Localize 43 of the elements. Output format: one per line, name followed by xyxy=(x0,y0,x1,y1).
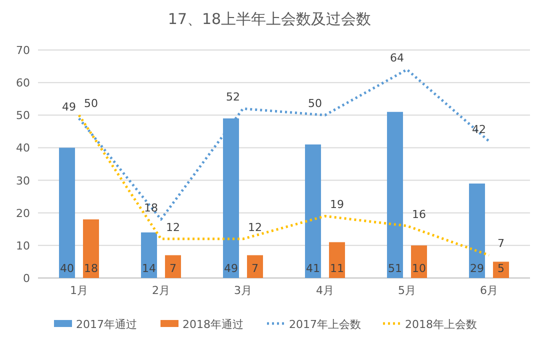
data-label: 40 xyxy=(60,262,74,275)
ytick: 40 xyxy=(16,142,30,155)
data-label: 49 xyxy=(62,100,76,114)
xtick: 1月 xyxy=(70,284,88,297)
data-label: 5 xyxy=(498,262,504,275)
legend-label: 2017年上会数 xyxy=(289,318,361,331)
data-label: 41 xyxy=(306,262,320,275)
ytick: 70 xyxy=(16,44,30,57)
data-label: 19 xyxy=(330,198,344,212)
data-label: 51 xyxy=(388,262,402,275)
legend-label: 2017年通过 xyxy=(76,318,137,331)
data-label: 16 xyxy=(412,208,426,221)
data-label: 18 xyxy=(144,201,158,214)
xtick: 2月 xyxy=(152,284,170,297)
data-label: 7 xyxy=(252,262,258,275)
data-label: 14 xyxy=(142,262,156,275)
data-label: 50 xyxy=(84,97,98,110)
data-label: 10 xyxy=(412,262,426,275)
ytick: 10 xyxy=(16,239,30,252)
title: 17、18上半年上会数及过会数 xyxy=(168,10,372,28)
ytick: 50 xyxy=(16,109,30,122)
xtick: 4月 xyxy=(316,284,334,297)
data-label: 42 xyxy=(472,123,486,136)
xtick: 3月 xyxy=(234,284,252,297)
ytick: 60 xyxy=(16,76,30,90)
legend-label: 2018年上会数 xyxy=(405,318,477,331)
data-label: 7 xyxy=(170,262,176,275)
data-label: 49 xyxy=(224,262,238,275)
data-label: 52 xyxy=(226,90,240,104)
xtick: 6月 xyxy=(480,284,498,297)
data-label: 7 xyxy=(498,237,504,250)
legend-label: 2018年通过 xyxy=(182,318,244,331)
data-label: 12 xyxy=(248,220,262,234)
ytick: 0 xyxy=(23,272,30,285)
data-label: 50 xyxy=(308,97,322,110)
xtick: 5月 xyxy=(398,284,416,297)
data-label: 12 xyxy=(166,220,180,234)
data-label: 64 xyxy=(390,52,404,65)
data-label: 18 xyxy=(84,262,98,275)
ytick: 20 xyxy=(16,206,30,220)
ytick: 30 xyxy=(16,174,30,188)
data-label: 29 xyxy=(470,262,484,275)
data-label: 11 xyxy=(330,262,344,275)
